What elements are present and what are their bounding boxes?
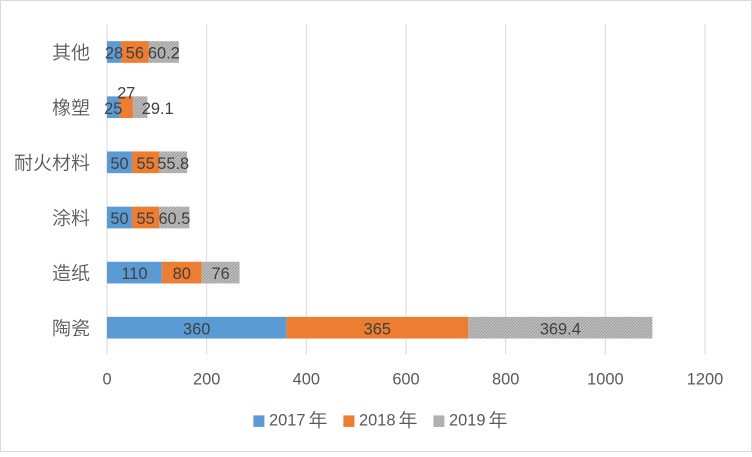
svg-text:360: 360 bbox=[183, 320, 210, 338]
svg-text:25: 25 bbox=[104, 100, 122, 118]
svg-text:365: 365 bbox=[364, 320, 391, 338]
svg-text:55: 55 bbox=[137, 155, 155, 173]
svg-text:2017: 2017 bbox=[269, 411, 305, 429]
svg-text:50: 50 bbox=[110, 155, 128, 173]
svg-text:80: 80 bbox=[173, 265, 191, 283]
svg-text:27: 27 bbox=[117, 84, 135, 102]
svg-text:55: 55 bbox=[137, 210, 155, 228]
svg-text:0: 0 bbox=[102, 371, 111, 389]
svg-text:400: 400 bbox=[293, 371, 320, 389]
svg-text:60.2: 60.2 bbox=[148, 45, 180, 63]
svg-text:110: 110 bbox=[121, 265, 147, 283]
svg-text:55.8: 55.8 bbox=[157, 155, 189, 173]
svg-text:29.1: 29.1 bbox=[142, 100, 174, 118]
svg-text:200: 200 bbox=[193, 371, 220, 389]
svg-text:800: 800 bbox=[492, 371, 519, 389]
svg-text:60.5: 60.5 bbox=[158, 210, 190, 228]
svg-text:1000: 1000 bbox=[587, 371, 623, 389]
svg-text:2018: 2018 bbox=[359, 411, 395, 429]
svg-text:369.4: 369.4 bbox=[540, 320, 581, 338]
svg-text:50: 50 bbox=[110, 210, 128, 228]
svg-text:56: 56 bbox=[126, 45, 144, 63]
svg-text:76: 76 bbox=[212, 265, 230, 283]
svg-text:1200: 1200 bbox=[687, 371, 723, 389]
svg-text:600: 600 bbox=[392, 371, 419, 389]
svg-text:2019: 2019 bbox=[449, 411, 485, 429]
svg-text:28: 28 bbox=[105, 45, 123, 63]
